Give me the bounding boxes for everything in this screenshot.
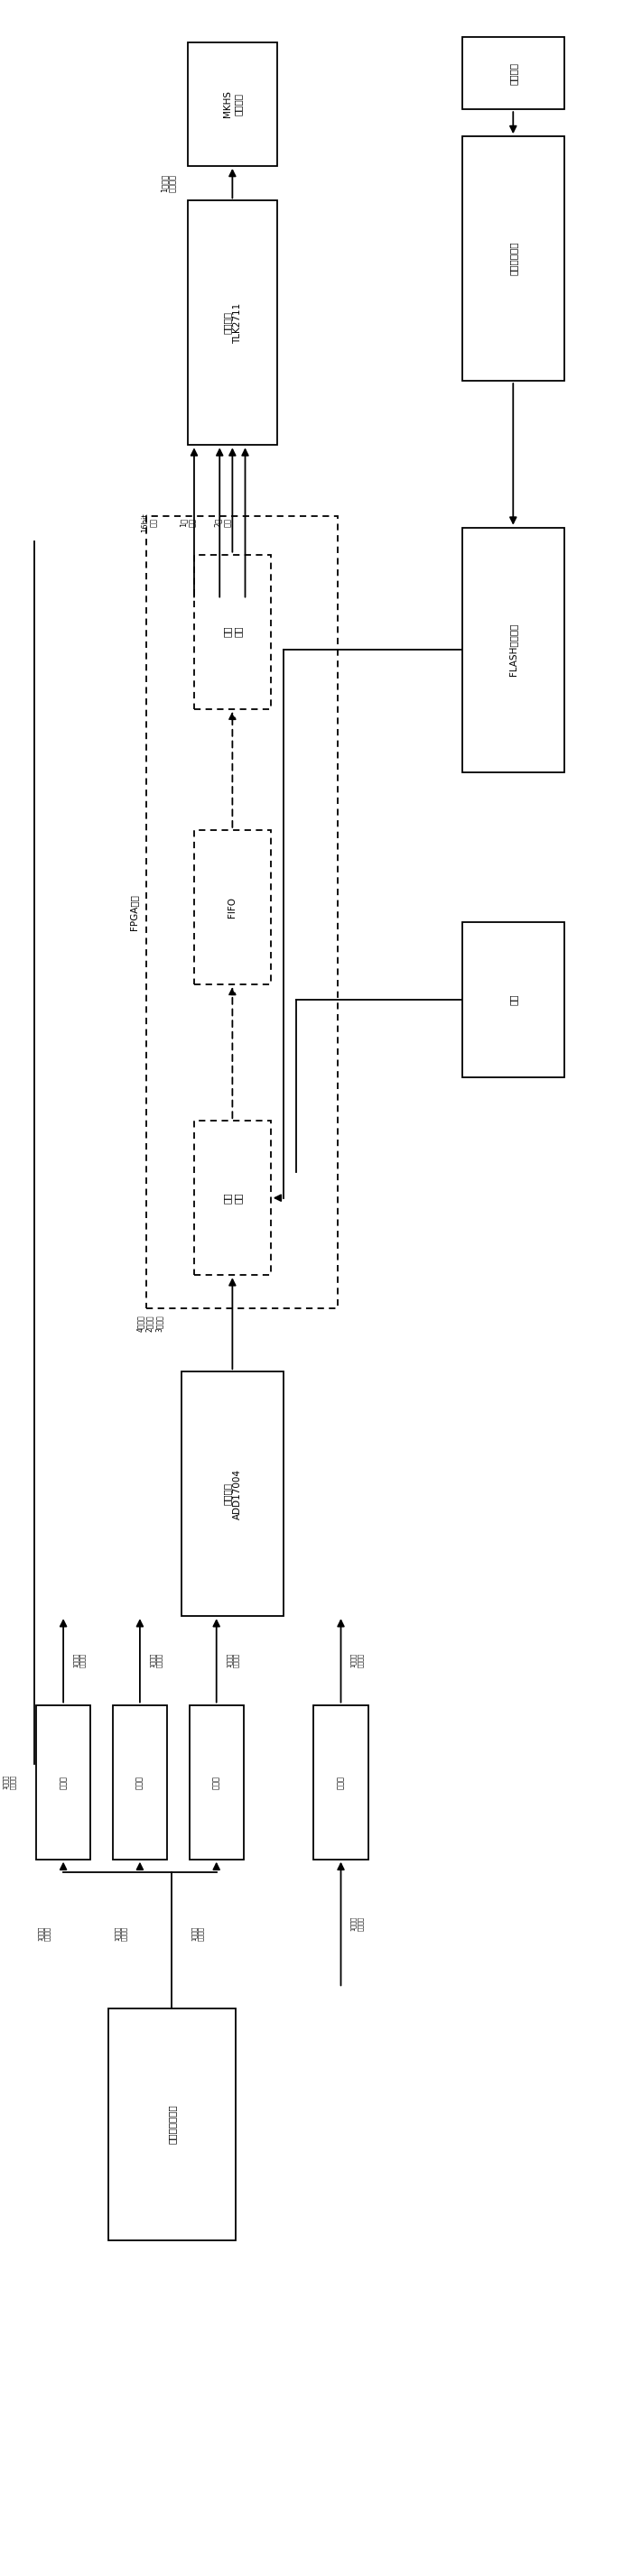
Bar — [462, 36, 564, 108]
Bar — [194, 554, 271, 708]
Text: 4路模拟
2对差分
3路控制: 4路模拟 2对差分 3路控制 — [136, 1314, 163, 1332]
Text: 1对差分
模拟差分: 1对差分 模拟差分 — [191, 1927, 204, 1942]
Text: 输出
模块: 输出 模块 — [223, 626, 242, 636]
Text: 2路
控制: 2路 控制 — [214, 518, 232, 528]
Text: 数据输出
TLK2711: 数据输出 TLK2711 — [223, 301, 242, 343]
Text: FIFO: FIFO — [228, 896, 237, 917]
Text: 模数转换
ADD17004: 模数转换 ADD17004 — [223, 1468, 242, 1520]
Text: 1对差分
模拟差分: 1对差分 模拟差分 — [226, 1654, 239, 1667]
Bar — [36, 1705, 91, 1860]
Text: 放大元: 放大元 — [59, 1775, 67, 1788]
Text: 1对差分
模拟差分: 1对差分 模拟差分 — [114, 1927, 127, 1942]
Bar — [314, 1705, 368, 1860]
Text: 1对差分
单行线缆: 1对差分 单行线缆 — [160, 175, 177, 193]
Bar — [187, 41, 277, 165]
Bar — [194, 829, 271, 984]
Text: 1对差分
模拟差分: 1对差分 模拟差分 — [150, 1654, 162, 1667]
Text: MKHS
数据端机: MKHS 数据端机 — [223, 90, 242, 118]
Text: 放大元: 放大元 — [136, 1775, 144, 1788]
Text: 1对差分
模拟差分: 1对差分 模拟差分 — [3, 1775, 15, 1790]
Text: FLASH存储单元: FLASH存储单元 — [508, 623, 517, 675]
Text: 晶振: 晶振 — [508, 994, 517, 1005]
Text: 运算
转换: 运算 转换 — [223, 1193, 242, 1203]
Text: 1对差分
模拟差分: 1对差分 模拟差分 — [351, 1917, 363, 1932]
Bar — [189, 1705, 243, 1860]
Bar — [462, 137, 564, 381]
Text: 1对差分
模拟差分: 1对差分 模拟差分 — [73, 1654, 85, 1667]
Bar — [462, 528, 564, 773]
Bar — [194, 1121, 271, 1275]
Text: 1对差分
模拟差分: 1对差分 模拟差分 — [38, 1927, 51, 1942]
Text: 1路
时钟: 1路 时钟 — [179, 518, 196, 528]
Text: 电源接口: 电源接口 — [508, 62, 517, 85]
Text: 1对差分
模拟差分: 1对差分 模拟差分 — [351, 1654, 363, 1667]
Bar — [108, 2009, 236, 2241]
Bar — [146, 515, 338, 1309]
Bar — [181, 1370, 283, 1615]
Text: FPGA单元: FPGA单元 — [129, 894, 138, 930]
Bar — [113, 1705, 167, 1860]
Text: 电源转换单元: 电源转换单元 — [508, 242, 517, 276]
Text: 模拟视频输出口: 模拟视频输出口 — [168, 2105, 177, 2143]
Text: 16bit
数据: 16bit 数据 — [141, 513, 158, 533]
Bar — [462, 922, 564, 1077]
Text: 放大元: 放大元 — [213, 1775, 220, 1788]
Text: 放大元: 放大元 — [337, 1775, 345, 1788]
Bar — [187, 201, 277, 446]
